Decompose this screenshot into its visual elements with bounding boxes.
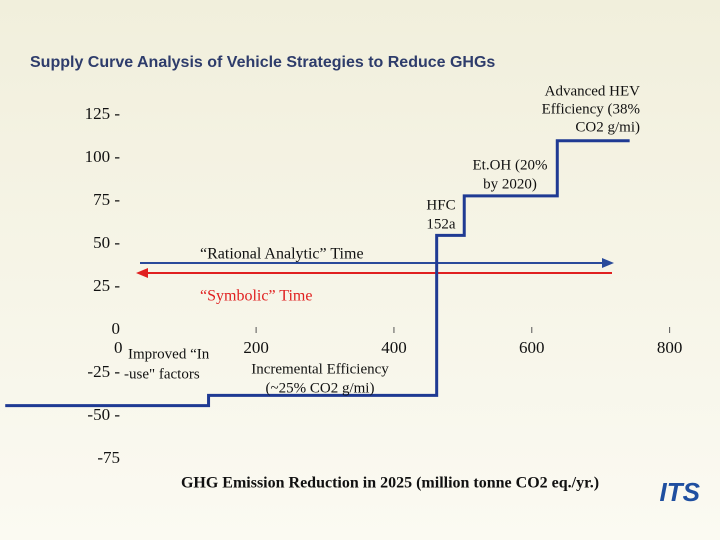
- annotation: HFC: [426, 197, 455, 213]
- annotation: Efficiency (38%: [542, 101, 640, 117]
- x-axis-label: GHG Emission Reduction in 2025 (million …: [181, 475, 599, 492]
- annotation: by 2020): [483, 176, 537, 192]
- chart-title: Supply Curve Analysis of Vehicle Strateg…: [30, 54, 495, 71]
- supply-curve: [5, 139, 630, 408]
- annotation: Incremental Efficiency: [251, 361, 389, 377]
- annotation: (~25% CO2 g/mi): [266, 380, 375, 396]
- annotation: 152a: [426, 216, 456, 232]
- annotation: Et.OH (20%: [473, 157, 548, 173]
- y-tick-label: -25 -: [87, 362, 120, 381]
- y-tick-label: -75: [97, 448, 120, 467]
- logo: ITS: [660, 477, 701, 507]
- x-tick-label: 400: [381, 338, 407, 357]
- analytic-arrow-head: [602, 258, 614, 268]
- y-tick-label: 50 -: [93, 233, 120, 252]
- annotation: “Symbolic” Time: [200, 288, 312, 305]
- y-tick-label: 125 -: [85, 104, 121, 123]
- annotation: Improved “In: [128, 346, 210, 362]
- annotation: -use" factors: [124, 366, 200, 382]
- x-tick-label: 0: [114, 338, 123, 357]
- x-tick-label: 800: [657, 338, 683, 357]
- y-tick-label: 75 -: [93, 190, 120, 209]
- x-tick-label: 600: [519, 338, 545, 357]
- y-tick-label: 0: [112, 319, 121, 338]
- y-tick-label: 25 -: [93, 276, 120, 295]
- x-tick-label: 200: [243, 338, 269, 357]
- y-tick-label: 100 -: [85, 147, 121, 166]
- annotation: CO2 g/mi): [575, 119, 640, 135]
- annotation: “Rational Analytic” Time: [200, 246, 364, 263]
- y-tick-label: -50 -: [87, 405, 120, 424]
- annotation: Advanced HEV: [545, 83, 641, 99]
- symbolic-arrow-head: [136, 268, 148, 278]
